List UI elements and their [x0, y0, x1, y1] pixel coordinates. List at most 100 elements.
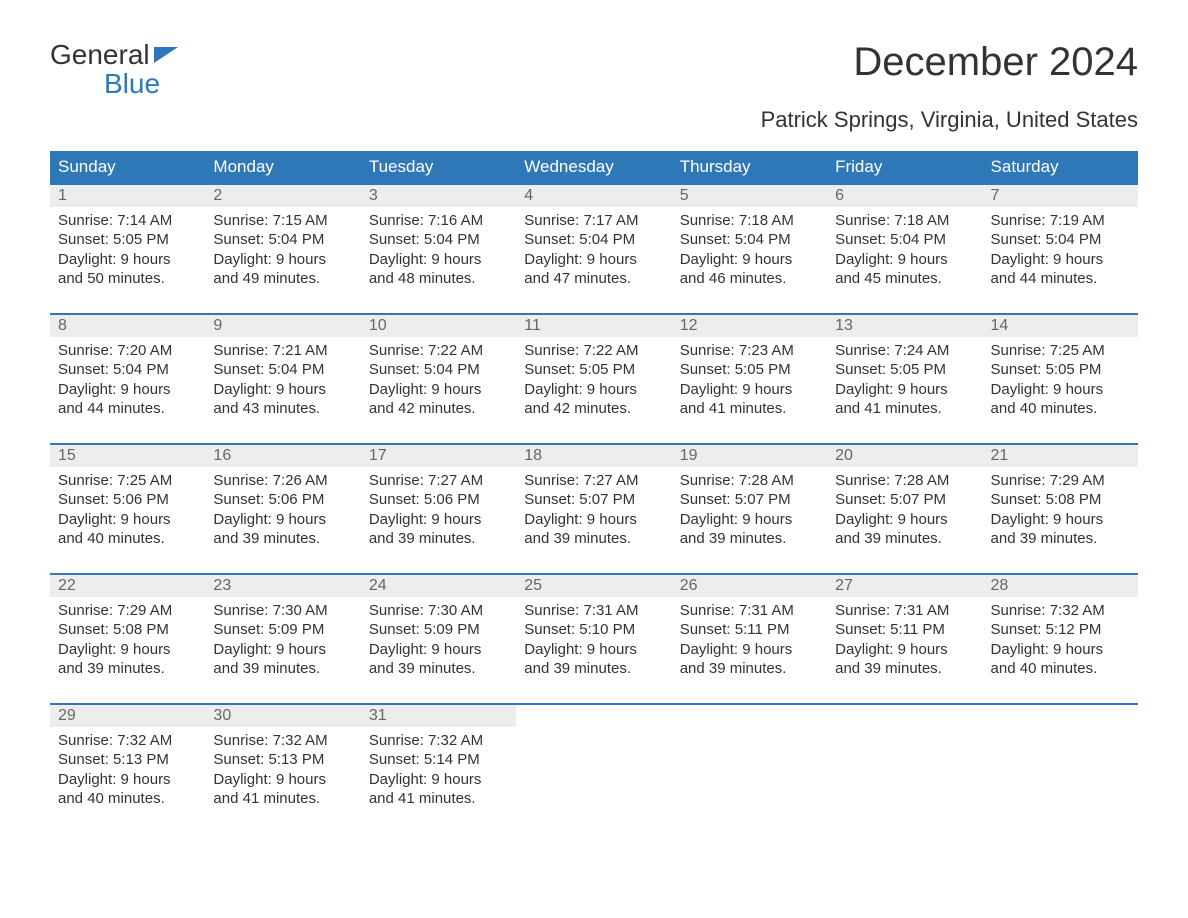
- day-details: Sunrise: 7:18 AMSunset: 5:04 PMDaylight:…: [827, 207, 982, 299]
- day-details: Sunrise: 7:32 AMSunset: 5:12 PMDaylight:…: [983, 597, 1138, 689]
- day-cell: [827, 705, 982, 833]
- week-row: 8Sunrise: 7:20 AMSunset: 5:04 PMDaylight…: [50, 313, 1138, 443]
- day-cell: 28Sunrise: 7:32 AMSunset: 5:12 PMDayligh…: [983, 575, 1138, 703]
- day-cell: 15Sunrise: 7:25 AMSunset: 5:06 PMDayligh…: [50, 445, 205, 573]
- sunrise-text: Sunrise: 7:15 AM: [213, 211, 352, 231]
- day-number: 14: [983, 315, 1138, 337]
- sunset-text: Sunset: 5:04 PM: [213, 230, 352, 250]
- day-details: Sunrise: 7:14 AMSunset: 5:05 PMDaylight:…: [50, 207, 205, 299]
- day-details: Sunrise: 7:25 AMSunset: 5:06 PMDaylight:…: [50, 467, 205, 559]
- sunset-text: Sunset: 5:14 PM: [369, 750, 508, 770]
- sunset-text: Sunset: 5:04 PM: [991, 230, 1130, 250]
- sunset-text: Sunset: 5:05 PM: [58, 230, 197, 250]
- daylight-text: Daylight: 9 hours: [991, 640, 1130, 660]
- day-details: Sunrise: 7:18 AMSunset: 5:04 PMDaylight:…: [672, 207, 827, 299]
- sunrise-text: Sunrise: 7:29 AM: [991, 471, 1130, 491]
- daylight-text: Daylight: 9 hours: [58, 510, 197, 530]
- weekday-header: Monday: [205, 151, 360, 183]
- daylight-text: and 40 minutes.: [58, 529, 197, 549]
- daylight-text: and 42 minutes.: [524, 399, 663, 419]
- sunrise-text: Sunrise: 7:22 AM: [369, 341, 508, 361]
- daylight-text: and 39 minutes.: [369, 529, 508, 549]
- sunrise-text: Sunrise: 7:26 AM: [213, 471, 352, 491]
- daylight-text: and 40 minutes.: [991, 399, 1130, 419]
- day-details: Sunrise: 7:29 AMSunset: 5:08 PMDaylight:…: [983, 467, 1138, 559]
- daylight-text: Daylight: 9 hours: [213, 510, 352, 530]
- day-number: 8: [50, 315, 205, 337]
- sunrise-text: Sunrise: 7:14 AM: [58, 211, 197, 231]
- daylight-text: and 40 minutes.: [58, 789, 197, 809]
- sunrise-text: Sunrise: 7:27 AM: [369, 471, 508, 491]
- sunset-text: Sunset: 5:05 PM: [991, 360, 1130, 380]
- daylight-text: and 43 minutes.: [213, 399, 352, 419]
- daylight-text: and 39 minutes.: [369, 659, 508, 679]
- day-details: Sunrise: 7:16 AMSunset: 5:04 PMDaylight:…: [361, 207, 516, 299]
- day-cell: 16Sunrise: 7:26 AMSunset: 5:06 PMDayligh…: [205, 445, 360, 573]
- weekday-header: Saturday: [983, 151, 1138, 183]
- brand-logo: General Blue: [50, 40, 178, 99]
- day-number: 26: [672, 575, 827, 597]
- sunrise-text: Sunrise: 7:18 AM: [835, 211, 974, 231]
- day-cell: 3Sunrise: 7:16 AMSunset: 5:04 PMDaylight…: [361, 185, 516, 313]
- sunrise-text: Sunrise: 7:27 AM: [524, 471, 663, 491]
- day-number: 1: [50, 185, 205, 207]
- sunrise-text: Sunrise: 7:29 AM: [58, 601, 197, 621]
- daylight-text: and 41 minutes.: [369, 789, 508, 809]
- weekday-header: Tuesday: [361, 151, 516, 183]
- daylight-text: Daylight: 9 hours: [835, 510, 974, 530]
- day-cell: 4Sunrise: 7:17 AMSunset: 5:04 PMDaylight…: [516, 185, 671, 313]
- daylight-text: Daylight: 9 hours: [835, 380, 974, 400]
- sunset-text: Sunset: 5:10 PM: [524, 620, 663, 640]
- daylight-text: and 39 minutes.: [524, 529, 663, 549]
- day-details: Sunrise: 7:31 AMSunset: 5:11 PMDaylight:…: [827, 597, 982, 689]
- daylight-text: Daylight: 9 hours: [680, 640, 819, 660]
- day-number: 2: [205, 185, 360, 207]
- daylight-text: and 39 minutes.: [991, 529, 1130, 549]
- sunset-text: Sunset: 5:04 PM: [524, 230, 663, 250]
- daylight-text: and 44 minutes.: [58, 399, 197, 419]
- day-cell: 27Sunrise: 7:31 AMSunset: 5:11 PMDayligh…: [827, 575, 982, 703]
- day-details: Sunrise: 7:23 AMSunset: 5:05 PMDaylight:…: [672, 337, 827, 429]
- week-row: 29Sunrise: 7:32 AMSunset: 5:13 PMDayligh…: [50, 703, 1138, 833]
- sunrise-text: Sunrise: 7:18 AM: [680, 211, 819, 231]
- day-cell: 26Sunrise: 7:31 AMSunset: 5:11 PMDayligh…: [672, 575, 827, 703]
- day-details: Sunrise: 7:21 AMSunset: 5:04 PMDaylight:…: [205, 337, 360, 429]
- sunrise-text: Sunrise: 7:31 AM: [680, 601, 819, 621]
- day-cell: 13Sunrise: 7:24 AMSunset: 5:05 PMDayligh…: [827, 315, 982, 443]
- day-number: 13: [827, 315, 982, 337]
- daylight-text: and 39 minutes.: [680, 529, 819, 549]
- sunset-text: Sunset: 5:05 PM: [524, 360, 663, 380]
- day-number: 29: [50, 705, 205, 727]
- day-number: 20: [827, 445, 982, 467]
- sunrise-text: Sunrise: 7:20 AM: [58, 341, 197, 361]
- day-number: 27: [827, 575, 982, 597]
- daylight-text: and 49 minutes.: [213, 269, 352, 289]
- sunrise-text: Sunrise: 7:32 AM: [213, 731, 352, 751]
- sunrise-text: Sunrise: 7:21 AM: [213, 341, 352, 361]
- day-number: 7: [983, 185, 1138, 207]
- sunset-text: Sunset: 5:07 PM: [524, 490, 663, 510]
- daylight-text: Daylight: 9 hours: [58, 380, 197, 400]
- daylight-text: Daylight: 9 hours: [369, 640, 508, 660]
- day-cell: 25Sunrise: 7:31 AMSunset: 5:10 PMDayligh…: [516, 575, 671, 703]
- daylight-text: and 44 minutes.: [991, 269, 1130, 289]
- daylight-text: Daylight: 9 hours: [58, 770, 197, 790]
- day-number: 22: [50, 575, 205, 597]
- day-details: Sunrise: 7:20 AMSunset: 5:04 PMDaylight:…: [50, 337, 205, 429]
- day-details: Sunrise: 7:25 AMSunset: 5:05 PMDaylight:…: [983, 337, 1138, 429]
- daylight-text: Daylight: 9 hours: [991, 380, 1130, 400]
- day-number: 30: [205, 705, 360, 727]
- day-cell: 21Sunrise: 7:29 AMSunset: 5:08 PMDayligh…: [983, 445, 1138, 573]
- daylight-text: Daylight: 9 hours: [58, 250, 197, 270]
- day-number: 12: [672, 315, 827, 337]
- day-number: 23: [205, 575, 360, 597]
- sunset-text: Sunset: 5:07 PM: [835, 490, 974, 510]
- daylight-text: Daylight: 9 hours: [369, 770, 508, 790]
- day-cell: 7Sunrise: 7:19 AMSunset: 5:04 PMDaylight…: [983, 185, 1138, 313]
- sunrise-text: Sunrise: 7:32 AM: [369, 731, 508, 751]
- day-cell: 23Sunrise: 7:30 AMSunset: 5:09 PMDayligh…: [205, 575, 360, 703]
- daylight-text: Daylight: 9 hours: [213, 640, 352, 660]
- day-cell: 22Sunrise: 7:29 AMSunset: 5:08 PMDayligh…: [50, 575, 205, 703]
- day-cell: [516, 705, 671, 833]
- daylight-text: Daylight: 9 hours: [369, 250, 508, 270]
